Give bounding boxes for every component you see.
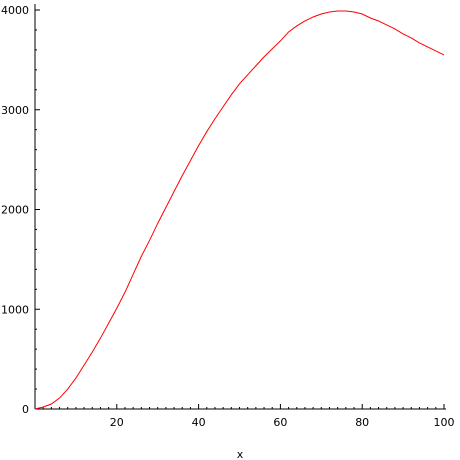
x-tick-label: 80 (355, 416, 369, 429)
axes (34, 4, 446, 410)
y-tick-label: 4000 (1, 4, 29, 17)
series-line (34, 10, 445, 410)
x-tick-label: 40 (192, 416, 206, 429)
x-tick-label: 100 (434, 416, 455, 429)
major-ticks (35, 9, 445, 410)
y-tick-label: 2000 (1, 204, 29, 217)
series-layer (34, 10, 445, 410)
y-tick-label: 3000 (1, 104, 29, 117)
x-tick-label: 20 (110, 416, 124, 429)
y-tick-label: 1000 (1, 303, 29, 316)
x-axis-label: x (237, 448, 244, 460)
y-tick-label: 0 (22, 403, 29, 416)
minor-ticks (35, 29, 437, 409)
x-tick-label: 60 (273, 416, 287, 429)
